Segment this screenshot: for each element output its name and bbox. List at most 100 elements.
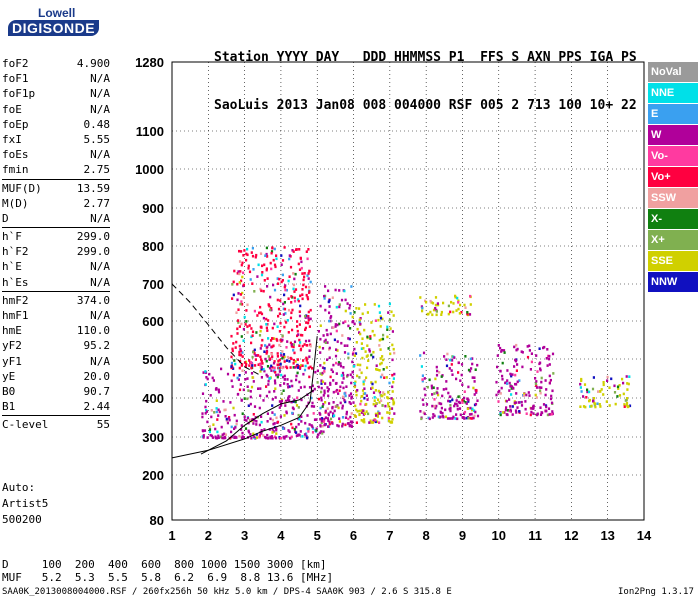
- echo-point: [301, 435, 304, 438]
- echo-point: [338, 305, 341, 309]
- echo-point: [317, 385, 320, 389]
- echo-point: [250, 327, 253, 330]
- echo-point: [265, 267, 268, 270]
- echo-point: [262, 289, 265, 293]
- echo-point: [309, 308, 312, 312]
- legend-item-sse: SSE: [648, 251, 698, 271]
- echo-point: [350, 381, 353, 385]
- echo-point: [389, 421, 392, 424]
- echo-point: [281, 334, 284, 337]
- echo-point: [329, 316, 332, 320]
- echo-point: [457, 307, 460, 311]
- echo-point: [249, 390, 252, 393]
- echo-point: [276, 420, 280, 424]
- echo-point: [626, 382, 629, 385]
- echo-point: [309, 344, 312, 348]
- echo-point: [544, 393, 547, 397]
- echo-point: [388, 302, 391, 306]
- echo-point: [471, 407, 474, 411]
- echo-point: [515, 343, 518, 347]
- echo-point: [331, 296, 334, 299]
- echo-point: [342, 374, 345, 377]
- echo-point: [259, 363, 262, 367]
- echo-point: [322, 402, 325, 406]
- echo-point: [297, 389, 300, 392]
- echo-point: [275, 373, 278, 377]
- echo-point: [457, 301, 460, 304]
- echo-point: [338, 417, 341, 420]
- echo-point: [204, 383, 207, 386]
- echo-point: [321, 405, 324, 408]
- echo-point: [298, 380, 301, 384]
- echo-point: [363, 396, 366, 400]
- param-row: fxI 5.55: [2, 132, 110, 147]
- echo-point: [337, 424, 340, 428]
- echo-point: [291, 328, 294, 332]
- echo-point: [335, 305, 338, 309]
- echo-point: [263, 369, 266, 373]
- echo-point: [526, 355, 530, 359]
- echo-point: [377, 304, 381, 308]
- echo-point: [356, 363, 359, 367]
- echo-point: [227, 417, 230, 420]
- echo-point: [381, 404, 384, 407]
- echo-point: [308, 355, 311, 359]
- echo-point: [301, 334, 304, 337]
- echo-point: [260, 365, 263, 369]
- echo-point: [291, 406, 294, 410]
- echo-point: [245, 252, 248, 256]
- echo-point: [370, 321, 373, 324]
- echo-point: [388, 411, 391, 415]
- echo-point: [358, 409, 361, 413]
- echo-point: [251, 246, 254, 250]
- echo-point: [348, 337, 351, 341]
- echo-point: [463, 390, 466, 393]
- echo-point: [386, 396, 389, 399]
- echo-point: [337, 363, 340, 366]
- echo-point: [447, 399, 450, 403]
- echo-point: [307, 277, 310, 280]
- echo-point: [215, 399, 218, 402]
- echo-point: [328, 305, 331, 308]
- echo-point: [381, 355, 384, 358]
- echo-point: [216, 418, 219, 421]
- echo-point: [304, 328, 307, 331]
- echo-point: [307, 316, 310, 320]
- param-name: yE: [2, 369, 16, 383]
- echo-point: [288, 275, 291, 278]
- echo-point: [368, 348, 371, 351]
- echo-point: [273, 247, 276, 251]
- echo-point: [442, 415, 445, 419]
- echo-point: [282, 302, 285, 306]
- echo-point: [293, 290, 296, 293]
- echo-point: [306, 414, 309, 417]
- echo-point: [272, 361, 276, 365]
- echo-point: [259, 287, 262, 291]
- echo-point: [457, 400, 461, 404]
- echo-point: [232, 406, 235, 410]
- echo-point: [265, 350, 269, 354]
- echo-point: [301, 288, 304, 291]
- echo-point: [233, 435, 236, 439]
- echo-point: [226, 421, 229, 425]
- echo-point: [462, 399, 465, 403]
- echo-point: [375, 414, 378, 417]
- echo-point: [358, 413, 361, 417]
- echo-point: [238, 344, 241, 348]
- echo-point: [369, 419, 372, 423]
- echo-point: [379, 375, 383, 379]
- echo-point: [231, 347, 234, 351]
- echo-point: [232, 293, 235, 297]
- echo-point: [455, 309, 458, 312]
- echo-point: [246, 247, 249, 251]
- echo-point: [242, 388, 245, 392]
- echo-point: [300, 266, 303, 270]
- param-name: B0: [2, 384, 16, 398]
- echo-point: [390, 407, 394, 410]
- echo-point: [551, 412, 554, 416]
- echo-point: [626, 405, 629, 409]
- echo-point: [201, 392, 205, 395]
- echo-point: [583, 383, 587, 386]
- echo-point: [381, 317, 384, 321]
